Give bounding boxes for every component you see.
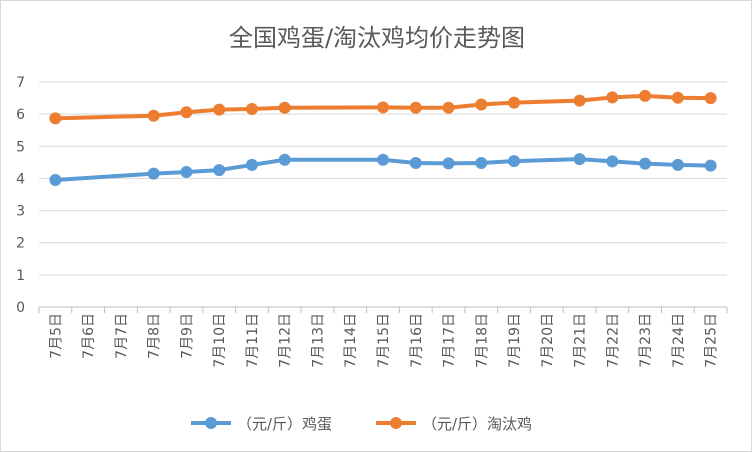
x-tick-label: 7月22日 xyxy=(605,313,621,368)
x-tick-label: 7月6日 xyxy=(81,313,97,359)
data-point xyxy=(213,103,226,116)
x-axis-ticks: 7月5日 7月6日 7月7日 7月8日 7月9日 7月10日 7月11日 7月12日 7月13日… xyxy=(38,307,728,368)
x-tick-label: 7月11日 xyxy=(245,313,261,368)
legend: （元/斤）鸡蛋 （元/斤）淘汰鸡 xyxy=(191,415,532,433)
y-axis-ticks: 0 1 2 3 4 5 6 7 xyxy=(16,75,25,316)
y-tick-label: 0 xyxy=(16,300,25,316)
data-point xyxy=(573,94,586,107)
data-point xyxy=(442,157,455,170)
x-tick-label: 7月21日 xyxy=(573,313,589,368)
x-tick-label: 7月18日 xyxy=(474,313,490,368)
data-point xyxy=(508,96,521,109)
data-point xyxy=(639,89,652,102)
x-tick-label: 7月14日 xyxy=(343,313,359,368)
y-tick-label: 3 xyxy=(16,204,25,220)
series-group xyxy=(49,89,717,187)
data-point xyxy=(245,158,258,171)
data-point xyxy=(278,153,291,166)
x-tick-label: 7月17日 xyxy=(442,313,458,368)
y-tick-label: 4 xyxy=(16,171,25,187)
data-point xyxy=(147,109,160,122)
data-point xyxy=(442,101,455,114)
series-2 xyxy=(49,89,717,125)
data-point xyxy=(639,157,652,170)
x-tick-label: 7月8日 xyxy=(147,313,163,359)
data-point xyxy=(671,158,684,171)
data-point xyxy=(704,92,717,105)
y-tick-label: 7 xyxy=(16,75,25,91)
data-point xyxy=(49,174,62,187)
data-point xyxy=(508,155,521,168)
series-line xyxy=(53,93,713,121)
data-point xyxy=(573,153,586,166)
data-point xyxy=(180,166,193,178)
data-point xyxy=(278,101,291,114)
data-point xyxy=(377,153,389,166)
data-point xyxy=(377,101,389,114)
x-tick-label: 7月12日 xyxy=(278,313,294,368)
x-tick-label: 7月7日 xyxy=(114,313,130,359)
y-tick-label: 6 xyxy=(16,107,25,123)
series-line xyxy=(53,157,713,183)
y-tick-label: 2 xyxy=(16,236,25,252)
x-tick-label: 7月24日 xyxy=(671,313,687,368)
chart-title: 全国鸡蛋/淘汰鸡均价走势图 xyxy=(229,24,525,52)
data-point xyxy=(606,155,619,168)
x-tick-label: 7月5日 xyxy=(48,313,64,359)
data-point xyxy=(606,91,619,104)
data-point xyxy=(704,159,717,172)
data-point xyxy=(49,112,62,125)
series-1 xyxy=(49,153,717,187)
x-tick-label: 7月9日 xyxy=(179,313,195,359)
data-point xyxy=(671,91,684,104)
legend-label: （元/斤）淘汰鸡 xyxy=(422,415,532,433)
data-point xyxy=(245,103,258,115)
legend-label: （元/斤）鸡蛋 xyxy=(237,415,332,433)
legend-swatch-marker xyxy=(390,417,402,429)
x-tick-label: 7月10日 xyxy=(212,313,228,368)
data-point xyxy=(180,106,193,119)
x-tick-label: 7月15日 xyxy=(376,313,392,368)
data-point xyxy=(475,157,488,169)
x-tick-label: 7月25日 xyxy=(704,313,720,368)
x-tick-label: 7月20日 xyxy=(540,313,556,368)
y-tick-label: 1 xyxy=(16,268,25,284)
data-point xyxy=(409,101,422,114)
data-point xyxy=(147,167,160,180)
data-point xyxy=(213,164,226,177)
data-point xyxy=(475,98,488,111)
x-tick-label: 7月16日 xyxy=(409,313,425,368)
data-point xyxy=(409,157,422,169)
y-tick-label: 5 xyxy=(16,139,25,155)
x-tick-label: 7月13日 xyxy=(310,313,326,368)
legend-swatch-marker xyxy=(205,417,217,429)
x-tick-label: 7月19日 xyxy=(507,313,523,368)
x-tick-label: 7月23日 xyxy=(638,313,654,368)
